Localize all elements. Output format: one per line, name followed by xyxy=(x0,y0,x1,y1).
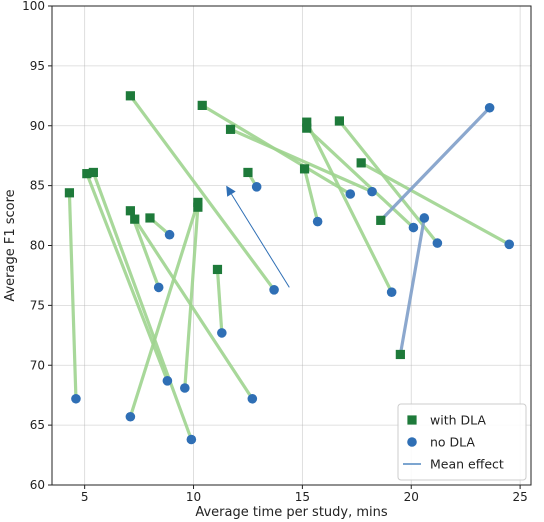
pair-line xyxy=(305,120,394,294)
no-dla-point xyxy=(432,238,443,248)
y-tick-label: 80 xyxy=(30,239,45,253)
no-dla-point xyxy=(125,411,136,422)
x-tick-label: 15 xyxy=(295,490,310,504)
with-dla-point xyxy=(302,117,312,127)
pair-line xyxy=(133,217,254,401)
x-tick-label: 25 xyxy=(512,490,527,504)
no-dla-point xyxy=(247,393,258,404)
no-dla-point xyxy=(186,434,197,445)
legend-entry-label: Mean effect xyxy=(430,457,504,472)
no-dla-point xyxy=(312,216,323,227)
legend-box xyxy=(397,403,527,481)
y-tick-label: 70 xyxy=(30,358,45,372)
no-dla-point xyxy=(484,102,495,113)
with-dla-point xyxy=(88,167,98,178)
pair-line xyxy=(128,200,200,419)
with-dla-point xyxy=(193,202,203,212)
legend-entry-label: with DLA xyxy=(430,413,486,428)
mean-effect-arrowhead xyxy=(226,185,236,197)
with-dla-point xyxy=(376,215,386,225)
markers xyxy=(64,91,515,445)
pair-line xyxy=(305,126,416,230)
x-tick-label: 20 xyxy=(404,490,419,504)
legend-square-marker xyxy=(407,415,417,425)
with-dla-point xyxy=(356,158,366,168)
pair-line xyxy=(337,119,439,245)
no-dla-point xyxy=(408,222,419,233)
pair-line xyxy=(128,94,276,292)
x-axis-label: Average time per study, mins xyxy=(195,505,388,520)
pair-line xyxy=(379,106,492,222)
legend: with DLA no DLA Mean effect xyxy=(397,403,527,481)
with-dla-point xyxy=(64,188,75,198)
ticks: 5 10 15 20 25 60 65 70 75 80 85 90 95 100 xyxy=(22,0,528,504)
pair-line xyxy=(183,205,200,390)
no-dla-point xyxy=(269,285,279,295)
y-tick-label: 75 xyxy=(30,298,45,312)
no-dla-point xyxy=(367,186,377,197)
with-dla-point xyxy=(395,349,405,360)
no-dla-point xyxy=(345,189,356,199)
no-dla-point xyxy=(386,287,397,298)
with-dla-point xyxy=(243,167,253,178)
legend-circle-marker xyxy=(407,437,417,447)
with-dla-point xyxy=(145,213,155,223)
y-tick-label: 95 xyxy=(30,59,45,73)
x-tick-label: 10 xyxy=(186,490,201,504)
with-dla-point xyxy=(212,264,223,275)
pair-line xyxy=(67,191,78,401)
no-dla-point xyxy=(217,328,227,338)
y-axis-label: Average F1 score xyxy=(3,189,18,301)
no-dla-point xyxy=(71,393,81,404)
with-dla-point xyxy=(299,164,310,174)
x-tick-label: 5 xyxy=(81,490,89,504)
pair-line xyxy=(359,161,511,246)
no-dla-point xyxy=(419,213,430,223)
mean-effect-arrow xyxy=(226,185,290,288)
with-dla-point xyxy=(125,91,135,101)
no-dla-point xyxy=(504,239,515,250)
with-dla-point xyxy=(125,206,135,216)
with-dla-point xyxy=(193,197,203,207)
with-dla-point xyxy=(302,123,312,133)
y-tick-label: 90 xyxy=(30,119,45,133)
pair-line xyxy=(228,127,374,194)
with-dla-point xyxy=(197,100,207,110)
y-tick-label: 65 xyxy=(30,418,45,432)
no-dla-point xyxy=(164,229,175,240)
with-dla-point xyxy=(130,214,140,224)
legend-entry-label: no DLA xyxy=(430,435,475,450)
with-dla-point xyxy=(334,116,344,126)
with-dla-point xyxy=(225,124,236,134)
no-dla-point xyxy=(251,182,262,192)
pair-line xyxy=(91,170,193,442)
mean-effect-line xyxy=(231,193,290,288)
no-dla-point xyxy=(180,383,190,393)
pair-line xyxy=(302,167,320,224)
y-tick-label: 85 xyxy=(30,179,45,193)
no-dla-point xyxy=(162,376,173,386)
pair-line xyxy=(215,267,224,335)
y-tick-label: 100 xyxy=(22,0,45,13)
no-dla-point xyxy=(153,282,164,293)
with-dla-point xyxy=(82,169,92,179)
pair-lines xyxy=(67,94,511,442)
y-tick-label: 60 xyxy=(30,478,45,492)
pair-line xyxy=(398,216,426,357)
